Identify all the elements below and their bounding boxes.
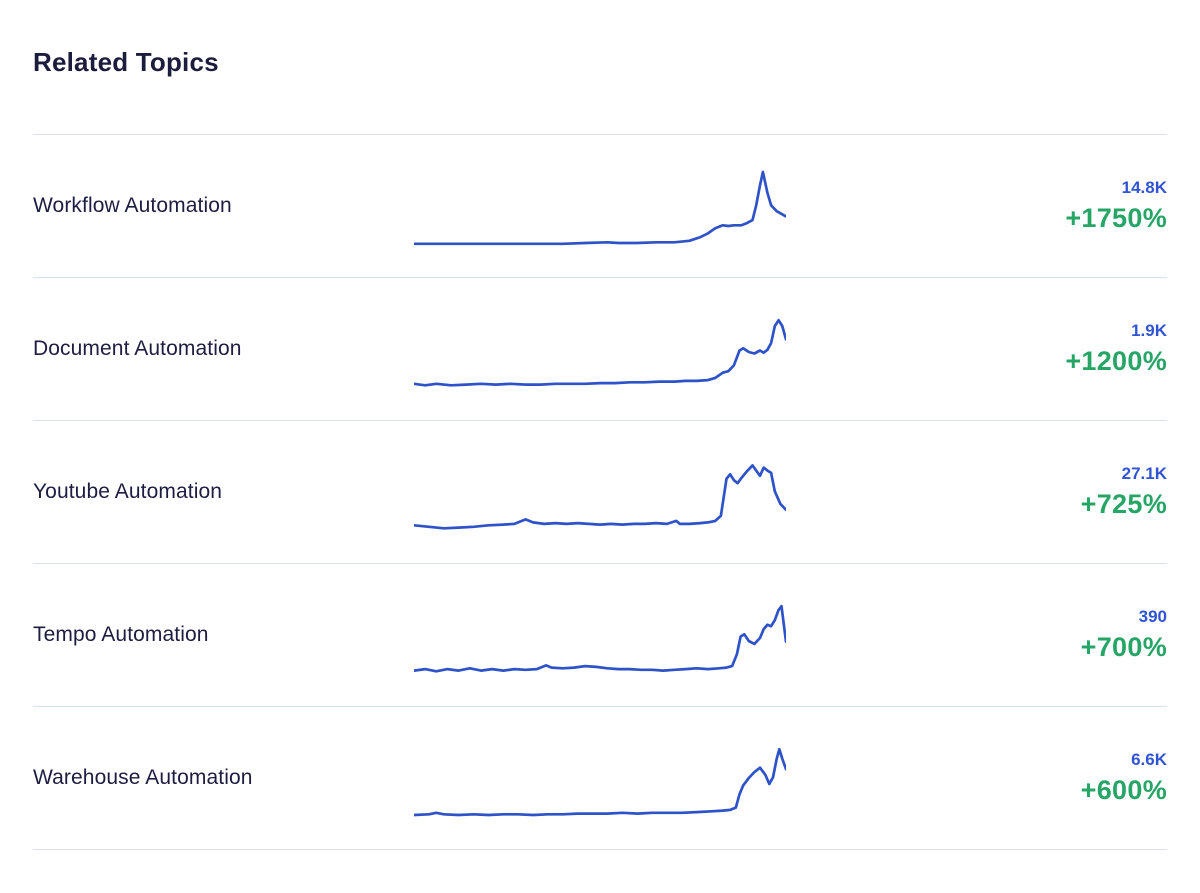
topic-label: Warehouse Automation	[33, 766, 253, 789]
topic-row-warehouse-automation[interactable]: Warehouse Automation 6.6K +600%	[33, 707, 1167, 850]
growth-percentage: +700%	[1080, 631, 1167, 662]
search-volume-value: 6.6K	[1131, 750, 1167, 770]
topic-metrics: 27.1K +725%	[786, 464, 1167, 520]
search-volume-value: 27.1K	[1121, 464, 1167, 484]
topic-label: Tempo Automation	[33, 623, 209, 646]
trend-sparkline	[414, 311, 786, 393]
growth-percentage: +1200%	[1065, 345, 1167, 376]
related-topics-panel: Related Topics Workflow Automation 14.8K…	[33, 47, 1167, 850]
topic-metrics: 6.6K +600%	[786, 750, 1167, 806]
topic-metrics: 390 +700%	[786, 607, 1167, 663]
search-volume-value: 390	[1138, 607, 1167, 627]
trend-sparkline	[414, 454, 786, 536]
trend-sparkline	[414, 597, 786, 679]
search-volume-value: 14.8K	[1121, 178, 1167, 198]
topic-row-youtube-automation[interactable]: Youtube Automation 27.1K +725%	[33, 421, 1167, 564]
topic-row-tempo-automation[interactable]: Tempo Automation 390 +700%	[33, 564, 1167, 707]
topic-label: Youtube Automation	[33, 480, 223, 503]
topic-label: Document Automation	[33, 337, 242, 360]
page-title: Related Topics	[33, 47, 219, 77]
topic-row-document-automation[interactable]: Document Automation 1.9K +1200%	[33, 278, 1167, 421]
growth-percentage: +1750%	[1065, 202, 1167, 233]
growth-percentage: +725%	[1080, 488, 1167, 519]
trend-sparkline	[414, 168, 786, 250]
related-topics-list: Workflow Automation 14.8K +1750% Documen…	[33, 134, 1167, 850]
growth-percentage: +600%	[1080, 774, 1167, 805]
topic-metrics: 14.8K +1750%	[786, 178, 1167, 234]
topic-row-workflow-automation[interactable]: Workflow Automation 14.8K +1750%	[33, 135, 1167, 278]
trend-sparkline	[414, 740, 786, 822]
topic-metrics: 1.9K +1200%	[786, 321, 1167, 377]
topic-label: Workflow Automation	[33, 194, 232, 217]
search-volume-value: 1.9K	[1131, 321, 1167, 341]
